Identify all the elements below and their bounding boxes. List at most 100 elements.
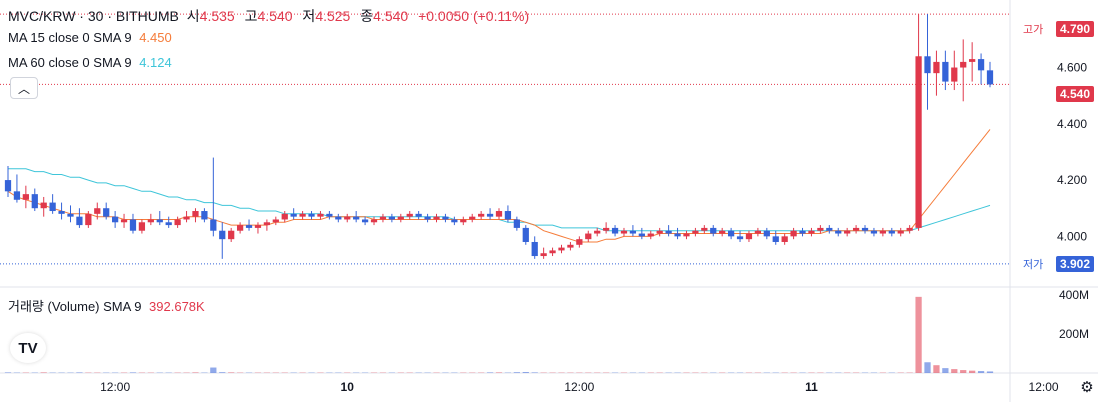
candle-body bbox=[245, 225, 253, 228]
volume-bar bbox=[924, 362, 931, 373]
volume-bar bbox=[210, 367, 217, 373]
candle-body bbox=[826, 227, 833, 231]
ma60-legend[interactable]: MA 60 close 0 SMA 9 4.124 bbox=[8, 55, 176, 70]
candle-body bbox=[620, 230, 628, 234]
ma15-legend[interactable]: MA 15 close 0 SMA 9 4.450 bbox=[8, 30, 176, 45]
volume-label: 거래량 (Volume) SMA 9 bbox=[8, 299, 142, 314]
low-marker-label: 저가 bbox=[1023, 259, 1044, 271]
candle-body bbox=[665, 230, 672, 234]
candle-body bbox=[683, 233, 690, 237]
candle-body bbox=[888, 230, 895, 234]
candle-body bbox=[388, 216, 395, 220]
candle-body bbox=[495, 211, 503, 217]
candle-body bbox=[504, 211, 512, 220]
candle-body bbox=[103, 208, 110, 217]
candle-body bbox=[567, 244, 574, 248]
candle-body bbox=[335, 216, 342, 220]
high-marker-label: 고가 bbox=[1023, 24, 1044, 36]
candle-body bbox=[879, 230, 886, 234]
low-label: 저 bbox=[302, 8, 316, 24]
candle-body bbox=[835, 230, 842, 234]
candle-body bbox=[4, 180, 12, 192]
close-label: 종 bbox=[360, 8, 374, 24]
time-axis-label: 12:00 bbox=[100, 380, 130, 394]
gear-icon[interactable]: ⚙ bbox=[1080, 379, 1094, 396]
candle-body bbox=[120, 219, 128, 223]
tradingview-logo-icon[interactable]: TV bbox=[10, 333, 46, 363]
candle-body bbox=[67, 213, 74, 217]
volume-bar bbox=[531, 372, 538, 373]
volume-bar bbox=[486, 372, 494, 373]
candle-body bbox=[58, 211, 65, 214]
volume-bar bbox=[986, 371, 994, 373]
close-value: 4.540 bbox=[373, 8, 409, 24]
volume-bar bbox=[960, 370, 967, 373]
candle-body bbox=[13, 191, 21, 200]
candle-body bbox=[522, 227, 529, 242]
ma60-value: 4.124 bbox=[139, 55, 172, 70]
symbol-title: MVC/KRW · 30 · BITHUMB bbox=[8, 8, 179, 24]
volume-bar bbox=[228, 372, 235, 373]
candle-body bbox=[790, 230, 797, 237]
price-axis-label: 4.400 bbox=[1057, 117, 1087, 131]
volume-bar bbox=[522, 372, 529, 373]
volume-axis-label: 400M bbox=[1059, 288, 1089, 302]
candle-body bbox=[986, 70, 994, 85]
candle-body bbox=[281, 213, 288, 220]
candle-body bbox=[183, 216, 190, 220]
candle-body bbox=[201, 211, 208, 220]
candle-body bbox=[478, 213, 485, 217]
volume-bar bbox=[513, 372, 520, 373]
candle-body bbox=[933, 61, 940, 74]
volume-bar bbox=[915, 296, 922, 373]
price-axis-label: 4.200 bbox=[1057, 173, 1087, 187]
candle-body bbox=[299, 213, 306, 217]
candle-body bbox=[817, 227, 824, 231]
candle-body bbox=[656, 230, 663, 234]
candle-body bbox=[772, 236, 779, 242]
candle-body bbox=[442, 216, 449, 220]
volume-bar bbox=[933, 365, 940, 373]
candle-body bbox=[603, 227, 610, 231]
candle-body bbox=[31, 194, 38, 209]
candle-body bbox=[745, 233, 753, 240]
candle-body bbox=[397, 216, 404, 220]
candle-body bbox=[147, 219, 154, 223]
candle-body bbox=[585, 233, 592, 240]
ma60-line bbox=[8, 168, 991, 232]
candle-body bbox=[852, 227, 860, 231]
ma15-value: 4.450 bbox=[139, 30, 172, 45]
candle-body bbox=[674, 233, 681, 237]
volume-bar bbox=[76, 372, 83, 373]
candle-body bbox=[558, 247, 565, 251]
volume-axis-label: 200M bbox=[1059, 327, 1089, 341]
candle-body bbox=[870, 230, 878, 234]
candle-body bbox=[129, 219, 137, 231]
candle-body bbox=[763, 230, 770, 237]
candle-body bbox=[924, 56, 931, 74]
candle-body bbox=[719, 230, 726, 234]
candle-body bbox=[451, 219, 458, 223]
high-price-badge: 4.790 bbox=[1056, 21, 1094, 37]
chevron-up-icon: ︿ bbox=[17, 81, 30, 96]
candle-body bbox=[156, 219, 163, 223]
candle-body bbox=[460, 219, 467, 223]
time-axis-label: 10 bbox=[341, 380, 355, 394]
candle-body bbox=[799, 230, 806, 234]
price-axis-label: 4.600 bbox=[1057, 61, 1087, 75]
candle-body bbox=[960, 61, 967, 68]
candle-body bbox=[415, 213, 422, 217]
ma60-label: MA 60 close 0 SMA 9 bbox=[8, 55, 132, 70]
candle-body bbox=[549, 250, 556, 254]
candle-body bbox=[469, 216, 476, 220]
candle-body bbox=[969, 59, 976, 62]
volume-legend[interactable]: 거래량 (Volume) SMA 9 392.678K bbox=[8, 296, 209, 315]
candle-body bbox=[844, 230, 851, 234]
collapse-legend-button[interactable]: ︿ bbox=[10, 77, 38, 99]
candle-body bbox=[736, 236, 744, 240]
volume-bar bbox=[495, 372, 503, 373]
candle-body bbox=[85, 213, 92, 226]
candle-body bbox=[594, 230, 601, 234]
